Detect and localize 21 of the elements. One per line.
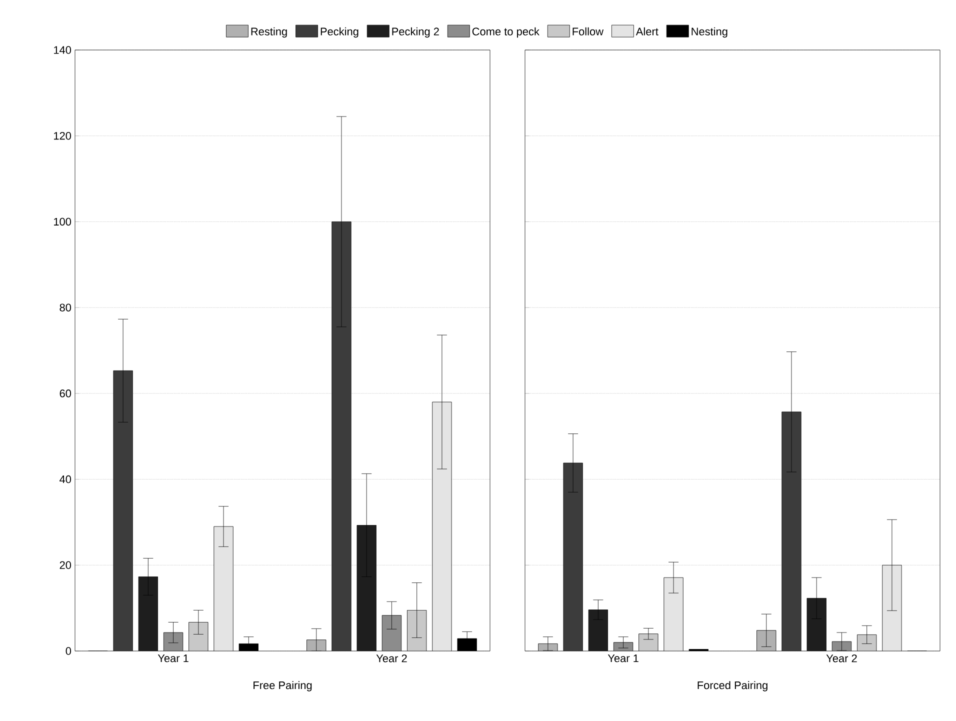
legend-label: Pecking <box>320 27 358 38</box>
y-tick-label: 60 <box>60 390 72 398</box>
y-tick-label: 20 <box>60 561 72 570</box>
x-axis-title: Free Pairing <box>254 681 312 692</box>
x-tick-label: Year 1 <box>158 654 188 662</box>
legend-label: Resting <box>251 27 287 38</box>
x-tick-label: Year 2 <box>376 654 407 662</box>
legend-label: Alert <box>636 27 658 36</box>
y-tick-label: 120 <box>54 132 72 140</box>
y-tick-label: 100 <box>54 218 72 226</box>
x-tick-label: Year 2 <box>826 654 857 662</box>
legend-label: Follow <box>572 27 604 36</box>
y-tick-label: 40 <box>60 475 72 484</box>
legend-label: Nesting <box>692 27 728 38</box>
legend-label: Come to peck <box>472 27 540 38</box>
legend-label: Pecking 2 <box>392 27 439 38</box>
x-tick-label: Year 1 <box>608 654 638 662</box>
y-tick-label: 80 <box>60 304 72 312</box>
x-axis-title: Forced Pairing <box>698 681 768 692</box>
y-tick-label: 0 <box>66 647 72 655</box>
y-tick-label: 140 <box>54 46 72 54</box>
